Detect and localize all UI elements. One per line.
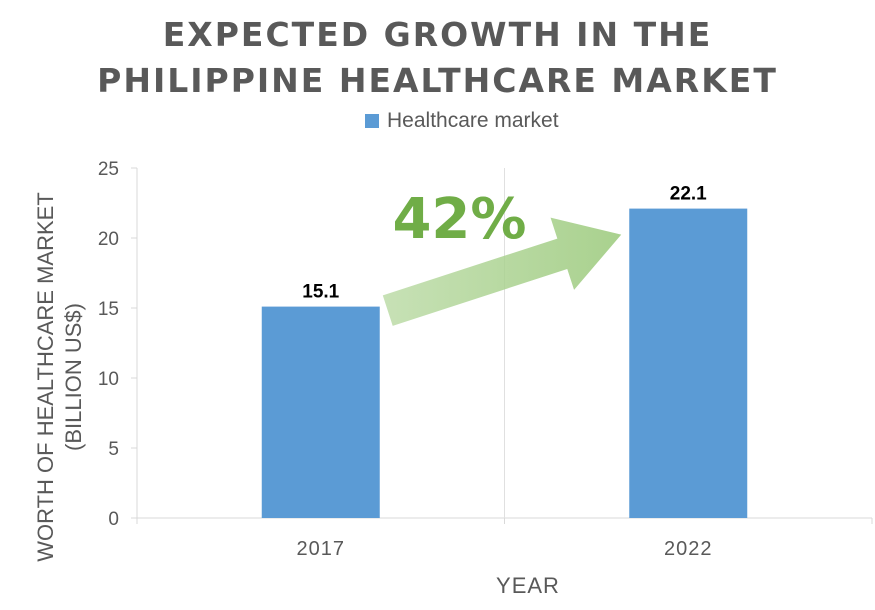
data-label: 22.1 [670,184,707,205]
y-tick-label: 5 [108,439,119,460]
y-tick-label: 20 [98,229,119,250]
growth-annotation: 42% [392,187,526,252]
x-axis-title: YEAR [496,573,560,598]
chart-legend: Healthcare market [365,109,559,133]
y-tick-label: 10 [98,369,119,390]
bar [261,306,380,518]
legend-label: Healthcare market [387,109,559,132]
x-tick-label: 2022 [664,538,713,560]
growth-arrow [382,217,622,326]
chart-title-line-1: EXPECTED GROWTH IN THE [162,15,713,54]
data-label: 15.1 [302,282,339,303]
y-tick-label: 0 [108,509,119,530]
chart-title-line-2: PHILIPPINE HEALTHCARE MARKET [97,61,778,100]
y-tick-label: 25 [98,159,119,180]
y-tick-label: 15 [98,299,119,320]
bar [629,208,748,518]
legend-swatch [365,114,379,128]
chart-title: EXPECTED GROWTH IN THE PHILIPPINE HEALTH… [0,12,875,104]
x-tick-label: 2017 [297,538,346,560]
